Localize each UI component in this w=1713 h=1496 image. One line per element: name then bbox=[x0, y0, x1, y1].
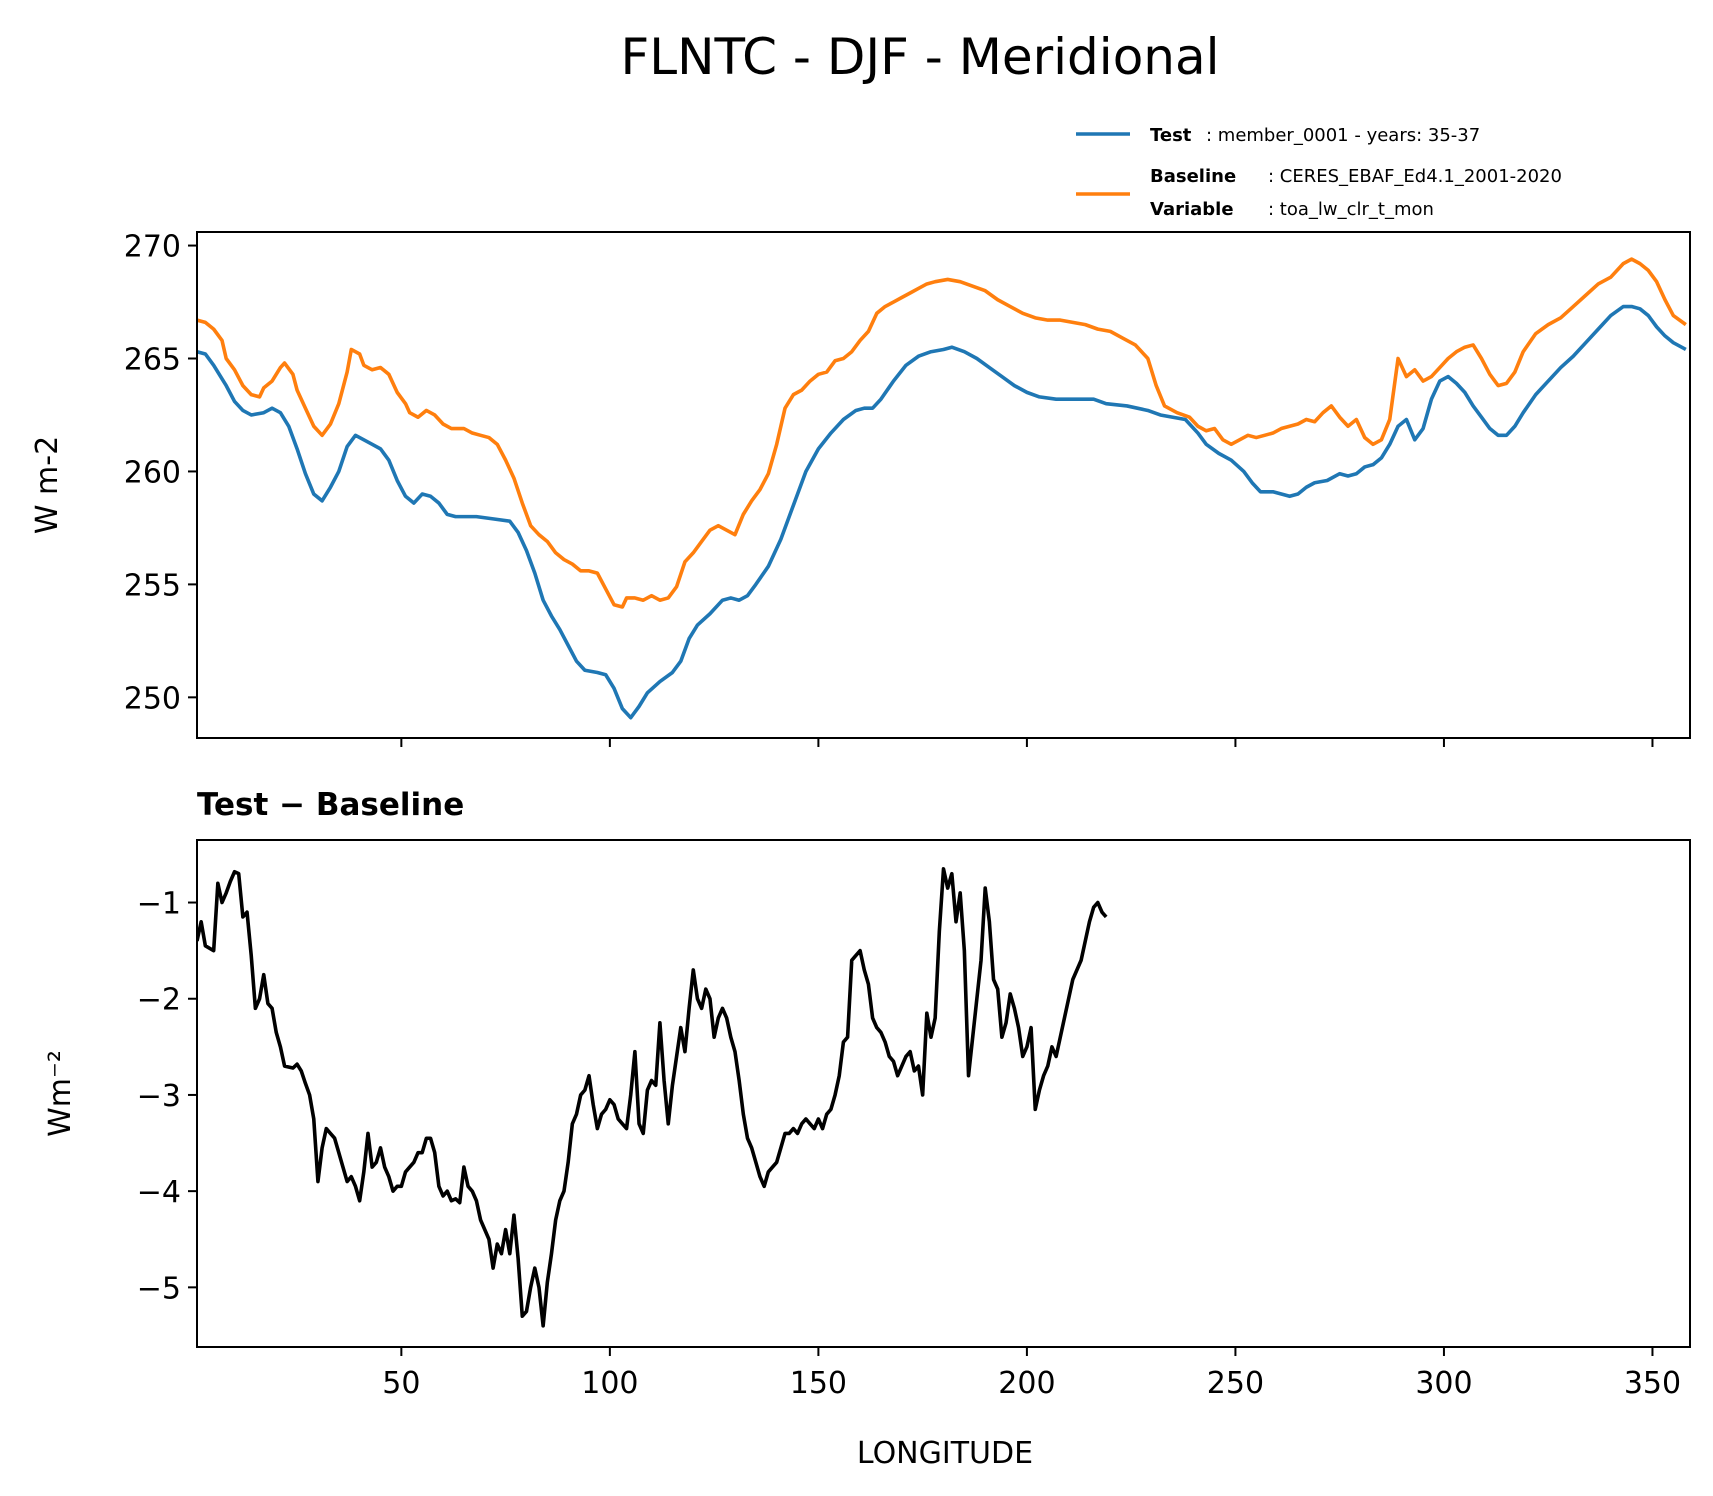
legend: Test : member_0001 - years: 35-37 Baseli… bbox=[1076, 125, 1562, 220]
bottom-y-tick-label: −2 bbox=[137, 983, 181, 1018]
legend-variable-value: : toa_lw_clr_t_mon bbox=[1268, 199, 1434, 220]
legend-baseline-value: : CERES_EBAF_Ed4.1_2001-2020 bbox=[1268, 166, 1562, 187]
top-y-tick-label: 250 bbox=[124, 681, 181, 716]
bottom-x-tick-label: 300 bbox=[1415, 1366, 1472, 1401]
top-axes-frame bbox=[196, 231, 1691, 739]
bottom-x-tick-label: 50 bbox=[382, 1366, 420, 1401]
top-panel: W m-2 250 255 260 265 270 bbox=[30, 230, 1691, 747]
top-y-tick-label: 270 bbox=[124, 230, 181, 265]
legend-baseline-key: Baseline bbox=[1150, 166, 1236, 187]
top-series-line-baseline bbox=[197, 257, 1687, 609]
top-y-tick-label: 260 bbox=[124, 455, 181, 490]
bottom-y-tick-label: −5 bbox=[137, 1271, 181, 1306]
x-axis-label: LONGITUDE bbox=[857, 1436, 1033, 1471]
top-y-tick-label: 265 bbox=[124, 343, 181, 378]
bottom-x-tick-label: 250 bbox=[1207, 1366, 1264, 1401]
bottom-x-tick-label: 150 bbox=[790, 1366, 847, 1401]
top-y-tick-label: 255 bbox=[124, 568, 181, 603]
bottom-panel-title: Test − Baseline bbox=[197, 787, 464, 823]
bottom-y-tick-label: −4 bbox=[137, 1175, 181, 1210]
legend-test-key: Test bbox=[1150, 125, 1192, 146]
legend-variable-key: Variable bbox=[1150, 199, 1234, 220]
bottom-x-tick-label: 350 bbox=[1624, 1366, 1681, 1401]
bottom-x-tick-label: 200 bbox=[998, 1366, 1055, 1401]
top-series-line-test bbox=[197, 304, 1687, 720]
bottom-axes-frame bbox=[196, 839, 1691, 1348]
bottom-x-tick-label: 100 bbox=[581, 1366, 638, 1401]
figure-title: FLNTC - DJF - Meridional bbox=[621, 28, 1220, 86]
bottom-plot-area: −1 −2 −3 −4 −5 50 100 150 200 250 300 350 bbox=[137, 839, 1691, 1401]
top-plot-area: 250 255 260 265 270 bbox=[124, 230, 1691, 747]
top-y-axis-label: W m-2 bbox=[30, 436, 65, 534]
bottom-panel: Test − Baseline Wm⁻² LONGITUDE −1−2−3−4−… bbox=[43, 787, 1691, 1471]
bottom-y-tick-label: −1 bbox=[137, 887, 181, 922]
bottom-y-tick-label: −3 bbox=[137, 1079, 181, 1114]
bottom-series-line-difference bbox=[197, 867, 1108, 1328]
bottom-y-axis-label: Wm⁻² bbox=[43, 1050, 78, 1137]
legend-test-value: : member_0001 - years: 35-37 bbox=[1206, 125, 1480, 146]
